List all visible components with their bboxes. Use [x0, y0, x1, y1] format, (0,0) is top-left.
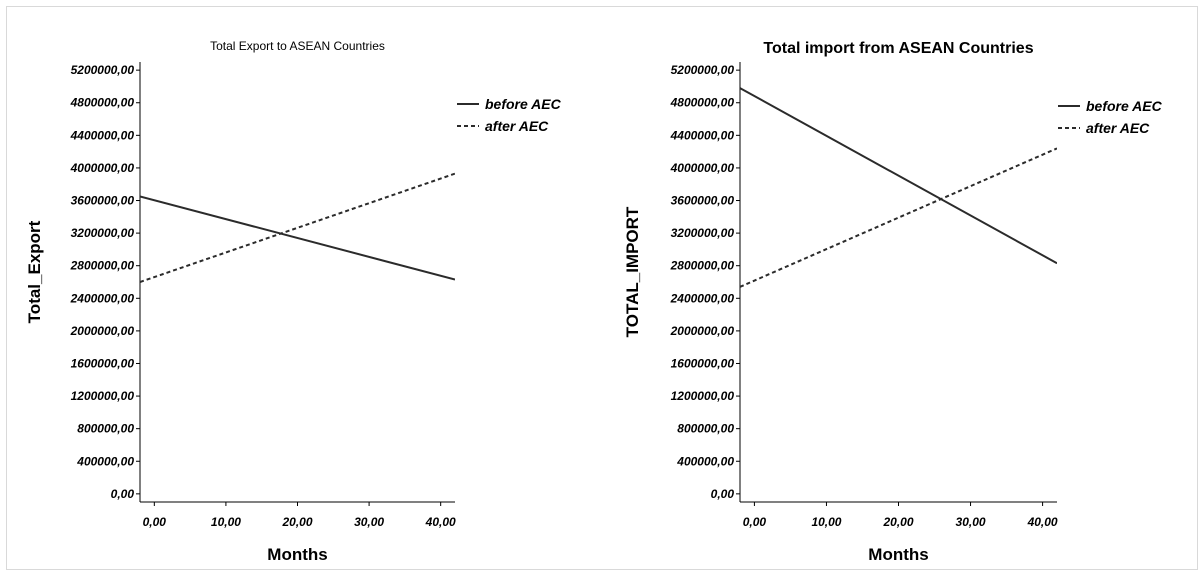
import-y-axis-label: TOTAL_IMPORT — [623, 206, 642, 337]
import-series-before-aec-line — [740, 87, 1057, 265]
export-y-tick-label: 3200000,00 — [71, 226, 135, 240]
import-y-tick-label: 4400000,00 — [670, 128, 735, 142]
import-x-tick-label: 20,00 — [882, 515, 913, 529]
export-series-before-aec-line — [140, 195, 455, 281]
import-y-tick-label: 400000,00 — [676, 454, 734, 468]
export-y-tick-label: 5200000,00 — [71, 63, 135, 77]
import-chart-title: Total import from ASEAN Countries — [763, 40, 1033, 57]
import-x-tick-label: 40,00 — [1027, 515, 1058, 529]
export-x-tick-label: 30,00 — [354, 515, 384, 529]
import-legend-label: before AEC — [1086, 98, 1163, 114]
import-legend: before AEC after AEC — [1058, 98, 1163, 136]
export-y-tick-label: 800000,00 — [77, 422, 134, 436]
export-y-tick-label: 1200000,00 — [71, 389, 135, 403]
import-legend-label: after AEC — [1086, 120, 1150, 136]
import-x-tick-label: 0,00 — [743, 515, 767, 529]
import-y-tick-label: 2800000,00 — [670, 259, 735, 273]
import-y-tick-label: 0,00 — [711, 487, 735, 501]
figure-border — [6, 6, 1198, 570]
export-legend-label: before AEC — [485, 96, 562, 112]
export-chart: Total Export to ASEAN Countries 0,00 40000… — [25, 39, 562, 564]
export-x-tick-label: 10,00 — [211, 515, 241, 529]
import-y-tick-label: 2400000,00 — [670, 291, 735, 305]
import-x-tick-label: 10,00 — [811, 515, 841, 529]
import-series-after-aec-line — [740, 147, 1057, 288]
export-legend-label: after AEC — [485, 118, 549, 134]
export-y-axis-label: Total_Export — [25, 220, 44, 323]
import-y-tick-label: 3200000,00 — [671, 226, 735, 240]
export-y-tick-label: 4800000,00 — [70, 96, 135, 110]
export-y-tick-label: 4000000,00 — [70, 161, 135, 175]
export-y-tick-label: 4400000,00 — [70, 128, 135, 142]
import-y-tick-label: 4000000,00 — [670, 161, 735, 175]
export-x-tick-label: 0,00 — [143, 515, 167, 529]
import-x-tick-label: 30,00 — [956, 515, 986, 529]
import-x-axis-label: Months — [868, 545, 928, 564]
import-y-tick-label: 3600000,00 — [671, 194, 735, 208]
export-y-tick-label: 2400000,00 — [70, 291, 135, 305]
import-y-tick-label: 2000000,00 — [670, 324, 735, 338]
export-y-tick-label: 2800000,00 — [70, 259, 135, 273]
export-y-tick-label: 3600000,00 — [71, 194, 135, 208]
export-y-tick-label: 400000,00 — [76, 454, 134, 468]
export-chart-title: Total Export to ASEAN Countries — [210, 39, 385, 53]
import-chart: Total import from ASEAN Countries 0,00 400… — [623, 40, 1163, 564]
export-legend: before AEC after AEC — [457, 96, 562, 134]
export-x-tick-label: 40,00 — [425, 515, 456, 529]
export-y-tick-label: 2000000,00 — [70, 324, 135, 338]
import-y-tick-label: 1200000,00 — [671, 389, 735, 403]
export-y-tick-label: 0,00 — [111, 487, 135, 501]
export-x-axis-label: Months — [267, 545, 327, 564]
import-y-tick-label: 4800000,00 — [670, 96, 735, 110]
import-y-tick-label: 800000,00 — [677, 422, 734, 436]
import-y-tick-label: 1600000,00 — [671, 356, 735, 370]
export-x-tick-label: 20,00 — [281, 515, 312, 529]
import-y-tick-label: 5200000,00 — [671, 63, 735, 77]
export-y-tick-label: 1600000,00 — [71, 356, 135, 370]
